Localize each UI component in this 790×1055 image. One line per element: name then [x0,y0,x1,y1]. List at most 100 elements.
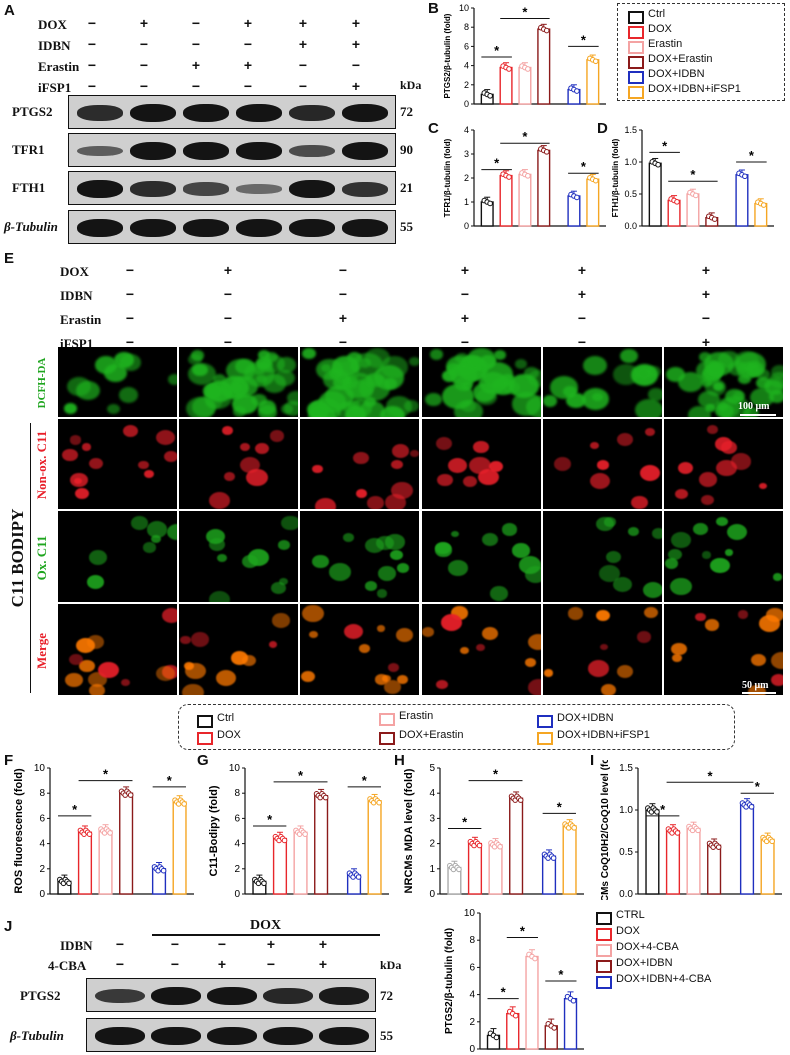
y-tick-label: 8 [39,788,45,799]
y-tick-label: 0 [469,1044,475,1055]
cell-blob [208,591,231,602]
cell-blob [481,626,499,641]
blot-name: FTH1 [12,180,46,195]
data-point [322,794,329,801]
data-point [525,66,531,72]
data-point [543,149,550,155]
j-sign: − [170,956,180,972]
cell-blob [391,444,410,459]
cell-blob [269,429,285,442]
micro-r3-c2 [300,604,420,695]
legend-mid-label: DOX [217,729,241,741]
micro-r0-c4 [542,347,662,417]
cell-blob [332,355,360,378]
e-row-label: DOX [60,264,89,279]
j-blot-band [95,1027,145,1045]
cell-blob [646,365,662,378]
legend-top-swatch [628,86,644,99]
cell-blob [481,532,499,547]
blot-name: TFR1 [12,142,45,157]
cell-blob [216,554,228,563]
data-point [711,216,718,222]
data-point [674,199,680,205]
significance-star: * [522,5,528,20]
y-tick-label: 10 [229,763,241,774]
cell-blob [526,395,541,417]
micro-r1-c2 [300,419,420,509]
chart-h-mda: 0 1 2 3 4 5 NRCMs MDA level (fold) * * * [403,763,584,900]
cell-blob [264,351,278,363]
cell-blob [151,534,162,544]
blot-band [236,219,282,237]
blot-band [77,105,123,121]
bar [499,174,513,227]
legend-mid-swatch [537,732,553,745]
legend-top-swatch [628,56,644,69]
y-tick-label: 8 [234,788,240,799]
a-sign: + [298,15,308,31]
scale-bar-bottom [742,692,776,694]
cell-blob [645,428,656,437]
cell-blob [460,647,469,655]
data-point [674,830,681,836]
cell-blob [64,672,84,688]
cell-blob [613,363,640,385]
bar [562,825,577,895]
a-sign: − [298,57,308,73]
j-blot-band [207,1027,257,1045]
panel-label-f: F [4,752,14,769]
y-tick-label: 2 [469,1017,475,1028]
scale-bar-top [740,414,776,416]
cell-blob [383,680,401,694]
blot-band [289,104,335,122]
cell-blob [636,630,652,643]
legend-top-label: DOX+IDBN+iFSP1 [648,83,741,95]
panel-label-a: A [4,2,15,19]
cell-blob [188,354,203,366]
data-point [517,797,524,803]
y-tick-label: 3 [429,813,435,824]
cell-blob [671,642,687,656]
cell-blob [666,366,685,382]
a-sign: − [191,78,201,94]
cell-blob [701,494,715,505]
a-row-label: IDBN [38,38,71,53]
cell-blob [190,632,210,648]
legend-j-swatch [596,912,612,925]
data-point [550,855,557,861]
cell-blob [720,441,738,455]
blot-band [342,219,388,237]
cell-blob [501,522,518,536]
cell-blob [631,495,649,509]
cell-blob [98,661,120,679]
cell-blob [180,635,192,645]
y-tick-label: 1 [429,864,435,875]
data-point [493,1034,500,1041]
legend-top-swatch [628,41,644,54]
data-point [512,1012,519,1019]
legend-mid-label: DOX+IDBN [557,712,614,724]
bar [563,997,578,1050]
bar [760,838,775,895]
bar [467,842,483,895]
data-point [476,842,483,849]
data-point [574,88,580,94]
legend-top: Ctrl DOX Erastin DOX+Erastin DOX+IDBN DOX+IDB… [617,3,785,101]
j-blot-band [207,987,257,1005]
cell-blob [435,541,451,555]
data-point [574,194,580,201]
cell-blob [278,540,291,551]
y-tick-label: 0 [429,889,435,900]
blot-band [289,180,335,198]
significance-star: * [520,923,526,938]
cell-blob [342,533,354,543]
e-sign: − [125,310,135,326]
chart-g-c11: 0 2 4 6 8 10 C11-Bodipy (fold) * * * [208,763,389,900]
cell-blob [651,528,662,540]
cell-blob [672,654,682,662]
cell-blob [188,362,217,386]
blot-band [236,184,282,194]
data-point [376,799,382,806]
j-blot-0 [86,978,376,1012]
cell-blob [385,396,413,417]
